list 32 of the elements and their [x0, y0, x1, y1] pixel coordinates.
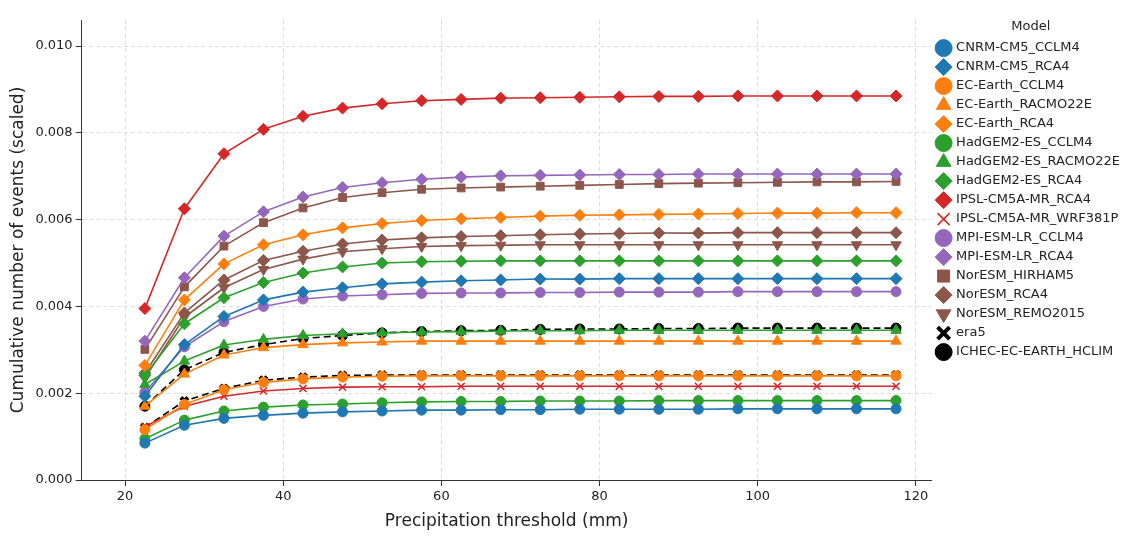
y-tick-label: 0.002 [35, 384, 73, 400]
y-tick-label: 0.010 [35, 37, 73, 53]
legend-label: NorESM_HIRHAM5 [956, 267, 1075, 283]
x-tick-label: 60 [433, 488, 450, 504]
legend-label: IPSL-CM5A-MR_WRF381P [956, 210, 1119, 226]
y-tick-label: 0.008 [35, 124, 73, 140]
legend-label: CNRM-CM5_RCA4 [956, 58, 1070, 74]
legend-label: EC-Earth_RACMO22E [956, 96, 1092, 112]
legend-label: HadGEM2-ES_CCLM4 [956, 134, 1093, 150]
legend-label: EC-Earth_CCLM4 [956, 77, 1065, 93]
legend-label: NorESM_RCA4 [956, 286, 1048, 302]
x-tick-label: 120 [903, 488, 929, 504]
x-tick-label: 80 [591, 488, 608, 504]
legend-label: CNRM-CM5_CCLM4 [956, 39, 1080, 55]
legend-label: HadGEM2-ES_RACMO22E [956, 153, 1121, 169]
legend-label: MPI-ESM-LR_RCA4 [956, 248, 1074, 264]
legend-label: NorESM_REMO2015 [956, 305, 1086, 321]
legend-label: EC-Earth_RCA4 [956, 115, 1055, 131]
y-axis-title: Cumulative number of events (scaled) [6, 86, 27, 414]
legend-label: MPI-ESM-LR_CCLM4 [956, 229, 1084, 245]
legend-label: ICHEC-EC-EARTH_HCLIM [956, 343, 1114, 359]
legend-label: HadGEM2-ES_RCA4 [956, 172, 1083, 188]
y-tick-label: 0.004 [35, 297, 73, 313]
x-axis-title: Precipitation threshold (mm) [384, 510, 629, 531]
x-tick-label: 100 [745, 488, 771, 504]
x-tick-label: 40 [274, 488, 292, 504]
legend-label: era5 [956, 324, 986, 340]
y-tick-label: 0.006 [35, 211, 73, 226]
legend-label: IPSL-CM5A-MR_RCA4 [956, 191, 1091, 207]
legend-title: Model [1011, 17, 1051, 33]
x-tick-label: 20 [116, 488, 134, 504]
y-tick-label: 0.000 [35, 471, 73, 487]
